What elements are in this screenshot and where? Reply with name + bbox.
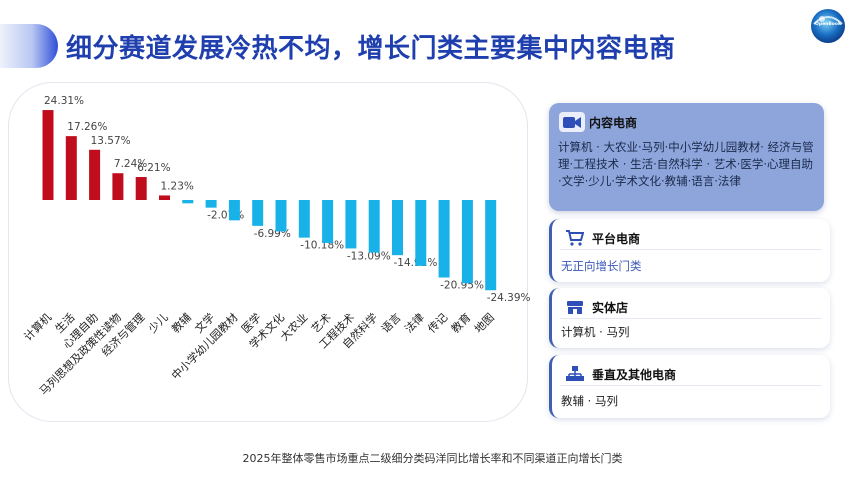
bar-大农业 (298, 200, 310, 238)
bar-自然科学 (368, 200, 380, 253)
bar-马列思想及政策性读物 (112, 173, 124, 200)
data-label: -24.39% (487, 292, 531, 304)
bar-地图 (485, 200, 497, 291)
card-header: 实体店 (562, 297, 628, 317)
chart-frame (8, 82, 528, 422)
card-body: 计算机 · 大农业·马列·中小学幼儿园教材· 经济与管理·工程技术 · 生活·自… (558, 140, 814, 188)
card-title: 实体店 (592, 300, 629, 315)
data-label: 1.23% (161, 180, 194, 192)
growth-rate-bar-chart: 24.31%计算机17.26%生活13.57%心理自助7.24%马列思想及政策性… (21, 95, 531, 398)
category-label: 法律 (401, 310, 426, 335)
card-header: 平台电商 (562, 228, 640, 248)
card-title: 内容电商 (589, 115, 638, 130)
data-label: 24.31% (44, 95, 84, 107)
card-body: 无正向增长门类 (561, 259, 642, 273)
category-label: 教育 (448, 310, 473, 335)
card-header: 垂直及其他电商 (562, 364, 676, 384)
bar-工程技术 (345, 200, 357, 249)
bar-中小学幼儿园教材 (228, 200, 240, 221)
data-label: -10.18% (300, 240, 344, 252)
logo-text: OpenBook (815, 22, 841, 27)
card-body: 计算机 · 马列 (561, 325, 630, 339)
card-body: 教辅 · 马列 (561, 394, 618, 408)
page-title: 细分赛道发展冷热不均，增长门类主要集中内容电商 (66, 34, 676, 64)
shopping-cart-icon (562, 228, 588, 248)
card-vertical-ecommerce: 垂直及其他电商 教辅 · 马列 (549, 355, 830, 418)
data-label: 7.24% (114, 158, 147, 170)
card-physical-store: 实体店 计算机 · 马列 (549, 288, 830, 348)
bar-少儿 (159, 195, 170, 200)
category-label: 传记 (425, 311, 450, 336)
card-header: 内容电商 (559, 112, 637, 132)
data-label: 17.26% (67, 121, 107, 133)
bar-医学 (252, 200, 264, 226)
card-content-ecommerce: 内容电商 计算机 · 大农业·马列·中小学幼儿园教材· 经济与管理·工程技术 ·… (549, 103, 824, 211)
bar-经济与管理 (135, 177, 147, 200)
bar-生活 (65, 136, 77, 200)
data-label: -13.09% (347, 250, 391, 262)
card-title: 平台电商 (592, 231, 641, 246)
bar-学术文化 (275, 200, 287, 232)
video-camera-icon (559, 112, 585, 132)
openbook-logo: OpenBook (808, 6, 848, 46)
bar-法律 (415, 200, 427, 266)
category-label: 少儿 (146, 311, 171, 336)
data-label: -20.95% (440, 280, 484, 292)
data-label: 6.21% (137, 162, 170, 174)
network-icon (562, 364, 588, 384)
category-label: 地图 (472, 311, 497, 336)
bar-计算机 (42, 110, 54, 200)
category-label: 语言 (379, 311, 404, 336)
bar-心理自助 (89, 149, 101, 200)
bar-教辅 (182, 200, 194, 204)
bar-传记 (438, 200, 450, 278)
category-label: 教辅 (168, 310, 193, 335)
store-icon (562, 297, 588, 317)
logo-icon (811, 9, 845, 43)
card-divider (560, 249, 822, 250)
title-accent-bar (0, 24, 58, 68)
category-label: 计算机 (21, 310, 54, 343)
bar-教育 (461, 200, 473, 284)
card-divider (560, 385, 822, 386)
chart-caption: 2025年整体零售市场重点二级细分类码洋同比增长率和不同渠道正向增长门类 (242, 452, 623, 465)
bar-文学 (205, 200, 217, 208)
data-label: 13.57% (91, 135, 131, 147)
card-divider (560, 318, 822, 319)
bar-语言 (392, 200, 403, 256)
card-platform-ecommerce: 平台电商 无正向增长门类 (549, 219, 830, 282)
card-title: 垂直及其他电商 (592, 367, 677, 382)
bar-艺术 (322, 200, 334, 243)
